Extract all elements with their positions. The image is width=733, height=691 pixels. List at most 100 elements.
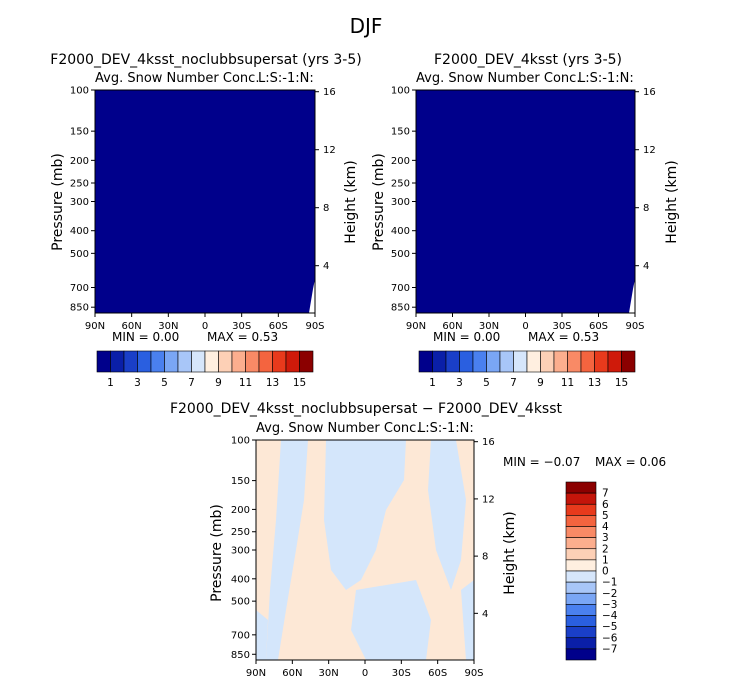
panel-1-y2label: Height (km) (343, 160, 359, 243)
colorbar-swatch (258, 350, 273, 373)
panel-2-max: MAX = 0.53 (528, 330, 599, 344)
colorbar-swatch (565, 492, 597, 505)
colorbar-swatch (513, 350, 528, 373)
panel-2-y2label: Height (km) (664, 160, 680, 243)
field-negative-region (324, 440, 406, 590)
colorbar-swatch (150, 350, 165, 373)
x-tick-label: 90N (85, 321, 105, 332)
colorbar-label: −3 (602, 599, 617, 611)
colorbar-label: 1 (107, 377, 114, 389)
y2-tick-label: 16 (482, 437, 495, 448)
colorbar-swatch (231, 350, 246, 373)
panel-1-title: F2000_DEV_4ksst_noclubbsupersat (yrs 3-5… (50, 52, 361, 68)
colorbar-swatch (565, 515, 597, 527)
colorbar-swatch (472, 350, 487, 373)
y-tick-label: 200 (391, 156, 410, 167)
panel-2-title: F2000_DEV_4ksst (yrs 3-5) (434, 52, 622, 68)
colorbar-swatch (191, 350, 206, 373)
panel-3-ylabel: Pressure (mb) (209, 504, 225, 602)
panel-3-y2label: Height (km) (502, 511, 518, 594)
colorbar-swatch (110, 350, 125, 373)
y2-tick-label: 4 (323, 261, 329, 272)
panel-3: F2000_DEV_4ksst_noclubbsupersat − F2000_… (170, 401, 666, 679)
y-tick-label: 250 (70, 178, 89, 189)
x-tick-label: 0 (202, 321, 208, 332)
colorbar-swatch (499, 350, 514, 373)
y-tick-label: 100 (231, 436, 250, 447)
colorbar-swatch (96, 350, 111, 373)
colorbar-label: −6 (602, 632, 618, 644)
colorbar-swatch (177, 350, 192, 373)
colorbar-label: −7 (602, 643, 617, 655)
colorbar-label: 5 (483, 377, 490, 389)
y-tick-label: 150 (231, 476, 250, 487)
colorbar-swatch (565, 503, 597, 516)
x-tick-label: 30S (392, 668, 411, 679)
colorbar-label: −1 (602, 577, 617, 589)
colorbar-swatch (553, 350, 568, 373)
x-tick-label: 30N (158, 321, 178, 332)
y-tick-label: 150 (70, 127, 89, 138)
x-tick-label: 60S (428, 668, 447, 679)
x-tick-label: 30S (552, 321, 571, 332)
x-tick-label: 90S (625, 321, 644, 332)
y-tick-label: 400 (231, 574, 250, 585)
colorbar-label: 3 (456, 377, 463, 389)
x-tick-label: 60S (589, 321, 608, 332)
x-tick-label: 90N (246, 668, 266, 679)
colorbar-label: −5 (602, 621, 617, 633)
y-tick-label: 300 (391, 197, 410, 208)
y-tick-label: 250 (231, 527, 250, 538)
colorbar-swatch (607, 350, 622, 373)
panel-1-ylabel: Pressure (mb) (50, 153, 66, 251)
panel-3-title: F2000_DEV_4ksst_noclubbsupersat − F2000_… (170, 401, 563, 417)
colorbar-swatch (565, 648, 597, 661)
x-tick-label: 60N (122, 321, 142, 332)
panel-3-units: L:S:-1:N: (418, 421, 474, 436)
y2-tick-label: 4 (482, 609, 488, 620)
colorbar-swatch (123, 350, 138, 373)
panel-2-ylabel: Pressure (mb) (371, 153, 387, 251)
y2-tick-label: 16 (323, 87, 336, 98)
panel-2-subtitle: Avg. Snow Number Conc. (416, 71, 580, 86)
missing-data-region (309, 279, 315, 313)
colorbar-swatch (565, 604, 597, 616)
colorbar-label: 3 (602, 532, 609, 544)
colorbar-label: −4 (602, 610, 618, 622)
colorbar-label: 5 (602, 510, 609, 522)
y-tick-label: 250 (391, 178, 410, 189)
panel-1-min: MIN = 0.00 (112, 330, 179, 344)
colorbar-swatch (418, 350, 433, 373)
y-tick-label: 850 (391, 303, 410, 314)
x-tick-label: 90S (464, 668, 483, 679)
colorbar-swatch (621, 350, 636, 373)
colorbar-label: 7 (602, 488, 609, 500)
y-tick-label: 400 (391, 226, 410, 237)
x-tick-label: 60S (269, 321, 288, 332)
y-tick-label: 700 (231, 630, 250, 641)
colorbar-swatch (432, 350, 447, 373)
colorbar-label: 11 (561, 377, 574, 389)
colorbar-label: 9 (537, 377, 544, 389)
colorbar-label: 3 (134, 377, 141, 389)
colorbar-label: 1 (429, 377, 436, 389)
colorbar-label: 6 (602, 499, 609, 511)
y2-tick-label: 12 (643, 145, 656, 156)
field-negative-region (256, 610, 268, 660)
y-tick-label: 100 (391, 86, 410, 97)
colorbar-swatch (565, 481, 597, 494)
colorbar-swatch (565, 548, 597, 561)
colorbar-label: 11 (239, 377, 252, 389)
y-tick-label: 500 (391, 249, 410, 260)
colorbar-label: 13 (266, 377, 279, 389)
colorbar-swatch (565, 559, 597, 572)
colorbar-swatch (459, 350, 474, 373)
y-tick-label: 850 (231, 650, 250, 661)
colorbar-swatch (486, 350, 501, 373)
y-tick-label: 850 (70, 303, 89, 314)
colorbar-swatch (245, 350, 260, 373)
y-tick-label: 500 (231, 597, 250, 608)
colorbar-label: 9 (215, 377, 222, 389)
colorbar-swatch (137, 350, 152, 373)
